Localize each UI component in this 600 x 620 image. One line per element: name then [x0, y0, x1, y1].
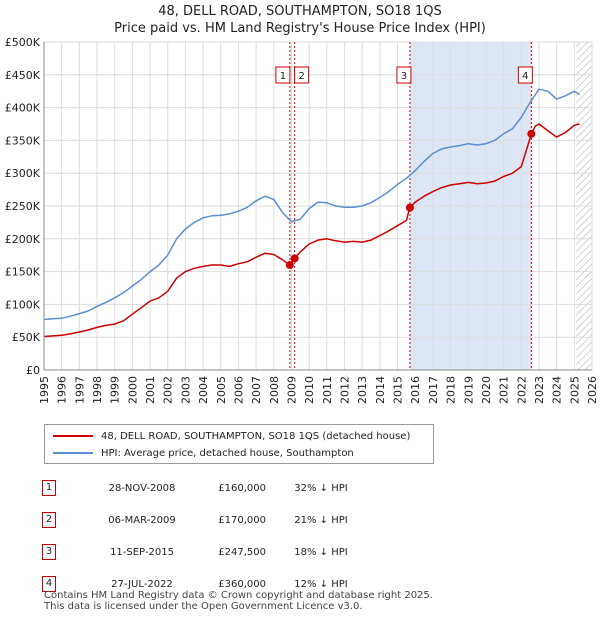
x-tick-label: 2020 — [480, 376, 493, 404]
y-tick-label: £450K — [5, 69, 41, 82]
sale-marker-label: 2 — [298, 71, 304, 82]
sale-price: £170,000 — [218, 514, 266, 526]
x-tick-label: 2009 — [285, 376, 298, 404]
sale-hpi-diff: 32% ↓ HPI — [294, 482, 348, 494]
table-row: 1 28-NOV-2008 £160,000 32% ↓ HPI — [42, 472, 376, 504]
sale-price: £247,500 — [218, 546, 266, 558]
x-tick-label: 1997 — [73, 376, 86, 404]
x-tick-label: 2001 — [144, 376, 157, 404]
sale-number-badge: 1 — [42, 480, 56, 496]
sale-number-badge: 3 — [42, 544, 56, 560]
x-tick-label: 2019 — [462, 376, 475, 404]
sale-marker-box — [517, 66, 533, 84]
x-tick-label: 2021 — [498, 376, 511, 404]
table-row: 2 06-MAR-2009 £170,000 21% ↓ HPI — [42, 504, 376, 536]
x-tick-label: 2024 — [551, 376, 564, 404]
x-tick-label: 2003 — [179, 376, 192, 404]
y-tick-label: £100K — [5, 298, 41, 311]
x-tick-label: 1995 — [38, 376, 51, 404]
x-tick-label: 2018 — [445, 376, 458, 404]
y-tick-label: £200K — [5, 233, 41, 246]
x-tick-label: 1998 — [91, 376, 104, 404]
y-tick-label: £300K — [5, 167, 41, 180]
y-tick-label: £150K — [5, 266, 41, 279]
x-tick-label: 2026 — [586, 376, 599, 404]
x-tick-label: 2002 — [162, 376, 175, 404]
footer-attribution: Contains HM Land Registry data © Crown c… — [44, 590, 433, 612]
sale-hpi-diff: 21% ↓ HPI — [294, 514, 348, 526]
sale-hpi-diff: 12% ↓ HPI — [294, 578, 348, 590]
sale-hpi-diff: 18% ↓ HPI — [294, 546, 348, 558]
chart-subtitle: Price paid vs. HM Land Registry's House … — [114, 21, 486, 36]
x-tick-label: 2022 — [515, 376, 528, 404]
x-tick-label: 2005 — [215, 376, 228, 404]
sale-point — [527, 129, 536, 138]
y-tick-label: £250K — [5, 200, 41, 213]
sale-price: £160,000 — [218, 482, 266, 494]
y-tick-label: £0 — [26, 364, 40, 377]
price-chart: £0 £50K £100K £150K £200K £250K £300K £350K £400… — [5, 36, 599, 404]
legend-line-hpi — [53, 452, 93, 454]
x-tick-label: 2006 — [232, 376, 245, 404]
sale-date: 06-MAR-2009 — [108, 514, 176, 526]
x-tick-label: 2013 — [356, 376, 369, 404]
x-tick-label: 2007 — [250, 376, 263, 404]
legend: 48, DELL ROAD, SOUTHAMPTON, SO18 1QS (de… — [44, 424, 434, 464]
y-tick-label: £350K — [5, 134, 41, 147]
x-tick-label: 2008 — [268, 376, 281, 404]
hpi-line — [43, 88, 580, 321]
x-tick-label: 2012 — [339, 376, 352, 404]
sale-marker-label: 1 — [280, 71, 286, 82]
x-tick-label: 1999 — [109, 376, 122, 404]
x-tick-label: 2014 — [374, 376, 387, 404]
property-price-line — [43, 123, 580, 338]
x-tick-label: 2025 — [568, 376, 581, 404]
x-tick-label: 2023 — [533, 376, 546, 404]
sale-point — [290, 254, 299, 263]
legend-line-property — [53, 435, 93, 437]
sale-marker-box — [294, 66, 310, 84]
x-tick-label: 2017 — [427, 376, 440, 404]
y-tick-label: £500K — [5, 36, 41, 49]
sale-marker-box — [396, 66, 412, 84]
table-row: 3 11-SEP-2015 £247,500 18% ↓ HPI — [42, 536, 376, 568]
x-tick-label: 2015 — [392, 376, 405, 404]
sale-number-badge: 4 — [42, 576, 56, 592]
y-tick-label: £50K — [12, 331, 41, 344]
footer-line-copyright: Contains HM Land Registry data © Crown c… — [44, 590, 433, 601]
footer-line-licence: This data is licensed under the Open Gov… — [44, 601, 363, 612]
y-tick-label: £400K — [5, 102, 41, 115]
sale-marker-label: 4 — [522, 71, 528, 82]
x-tick-label: 2000 — [126, 376, 139, 404]
sale-marker-label: 3 — [401, 71, 407, 82]
x-tick-label: 2010 — [303, 376, 316, 404]
sale-point — [285, 261, 294, 270]
x-tick-label: 1996 — [56, 376, 69, 404]
x-tick-label: 2016 — [409, 376, 422, 404]
sale-date: 28-NOV-2008 — [108, 482, 176, 494]
legend-item-hpi: HPI: Average price, detached house, Sout… — [53, 445, 354, 461]
legend-label-property: 48, DELL ROAD, SOUTHAMPTON, SO18 1QS (de… — [101, 430, 411, 442]
sale-point — [405, 203, 414, 212]
x-tick-label: 2004 — [197, 376, 210, 404]
legend-label-hpi: HPI: Average price, detached house, Sout… — [101, 447, 354, 459]
sale-marker-box — [275, 66, 291, 84]
legend-item-property: 48, DELL ROAD, SOUTHAMPTON, SO18 1QS (de… — [53, 428, 410, 444]
sale-date: 11-SEP-2015 — [110, 546, 174, 558]
sale-price: £360,000 — [218, 578, 266, 590]
x-tick-label: 2011 — [321, 376, 334, 404]
sale-date: 27-JUL-2022 — [111, 578, 173, 590]
sale-number-badge: 2 — [42, 512, 56, 528]
table-row: 4 27-JUL-2022 £360,000 12% ↓ HPI — [42, 568, 376, 600]
sales-table: 1 28-NOV-2008 £160,000 32% ↓ HPI 2 06-MA… — [42, 472, 376, 600]
chart-title: 48, DELL ROAD, SOUTHAMPTON, SO18 1QS — [158, 4, 442, 19]
